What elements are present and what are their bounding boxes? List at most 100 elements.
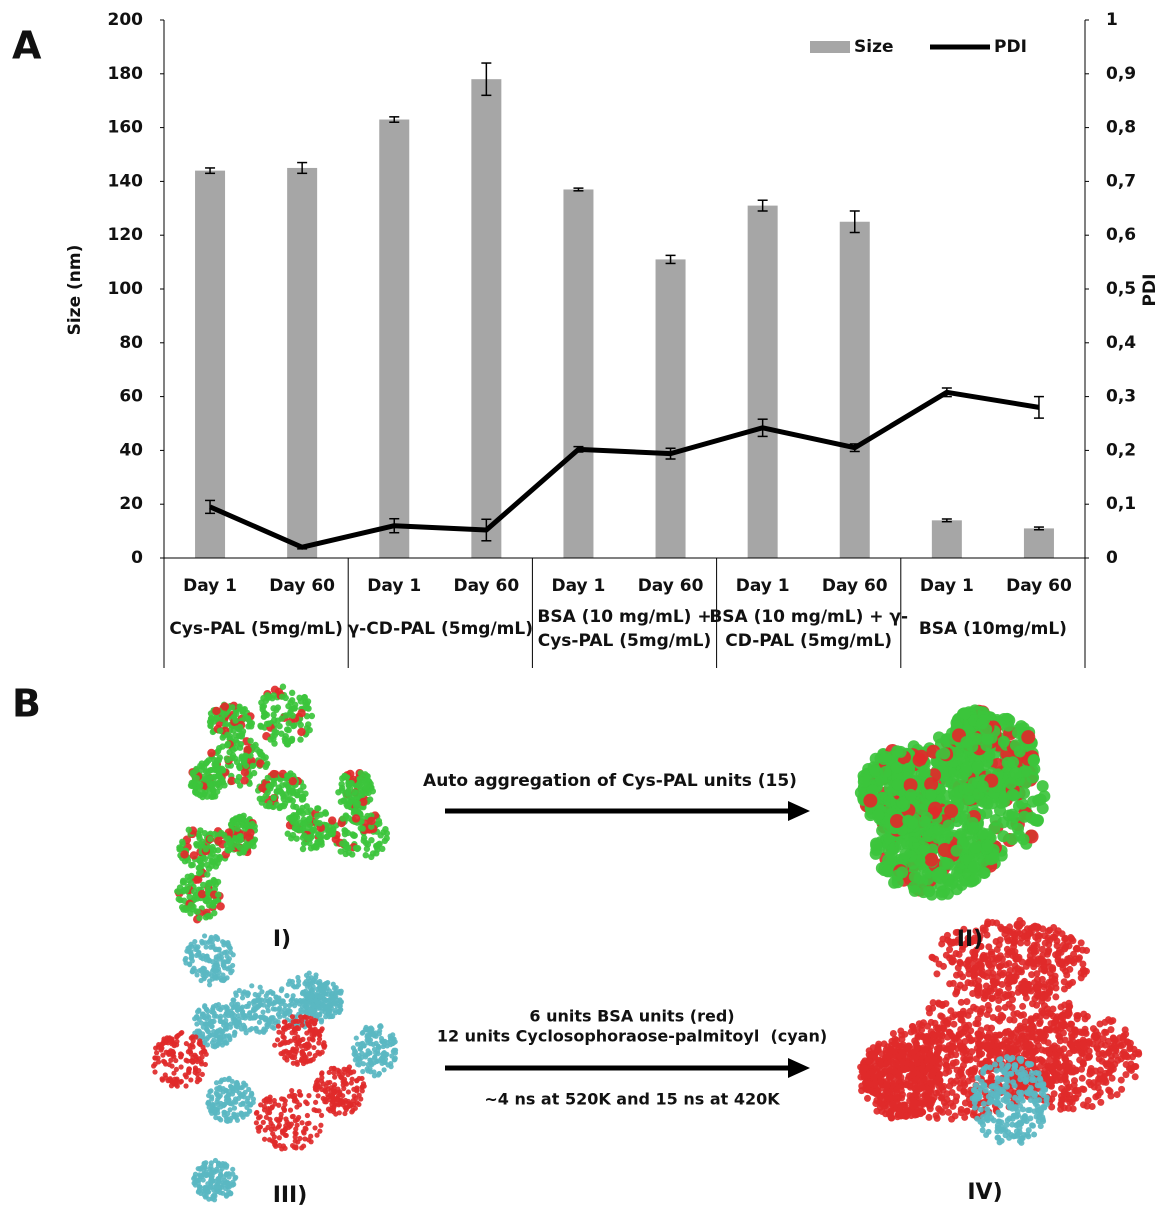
atom — [276, 723, 282, 729]
atom — [164, 1050, 169, 1055]
atom — [355, 1056, 360, 1061]
atom — [256, 1004, 261, 1009]
atom — [946, 980, 953, 987]
atom — [258, 1114, 263, 1119]
atom — [1019, 920, 1026, 927]
atom — [213, 1158, 218, 1163]
atom — [216, 902, 224, 910]
atom — [306, 1121, 311, 1126]
atom — [933, 1112, 940, 1119]
atom — [280, 1130, 285, 1135]
atom — [925, 1114, 932, 1121]
atom — [167, 1062, 172, 1067]
atom — [153, 1045, 158, 1050]
atom — [363, 785, 369, 791]
atom — [237, 833, 243, 839]
atom — [207, 749, 215, 757]
atom — [1020, 777, 1032, 789]
atom — [209, 1176, 214, 1181]
atom — [890, 814, 904, 828]
atom — [333, 990, 338, 995]
atom — [218, 1177, 223, 1182]
atom — [328, 816, 336, 824]
atom — [346, 1089, 351, 1094]
atom — [997, 936, 1004, 943]
atom — [269, 1127, 274, 1132]
atom — [346, 1099, 351, 1104]
atom — [338, 799, 344, 805]
atom — [233, 1096, 238, 1101]
atom — [925, 789, 937, 801]
atom — [198, 1191, 203, 1196]
atom — [193, 1172, 198, 1177]
atom — [210, 939, 215, 944]
atom — [267, 736, 273, 742]
atom — [283, 1039, 288, 1044]
atom — [205, 1035, 210, 1040]
atom — [907, 817, 919, 829]
atom — [319, 1079, 324, 1084]
atom — [297, 736, 303, 742]
atom — [241, 768, 249, 776]
atom — [305, 1113, 310, 1118]
atom — [290, 1114, 295, 1119]
atom — [938, 843, 952, 857]
atom — [949, 1089, 956, 1096]
atom — [909, 871, 921, 883]
atom — [342, 846, 348, 852]
atom — [176, 844, 182, 850]
atom — [363, 840, 369, 846]
atom — [214, 1189, 219, 1194]
atom — [967, 822, 979, 834]
atom — [288, 1108, 293, 1113]
panel-label: B — [12, 682, 41, 726]
atom — [858, 776, 870, 788]
atom — [897, 1027, 904, 1034]
atom — [218, 1104, 223, 1109]
atom — [328, 831, 334, 837]
atom — [977, 780, 989, 792]
atom — [293, 1131, 298, 1136]
atom — [234, 826, 240, 832]
atom — [360, 1088, 365, 1093]
atom — [368, 1061, 373, 1066]
atom — [373, 850, 379, 856]
atom — [1073, 945, 1080, 952]
atom — [331, 1109, 336, 1114]
atom — [196, 951, 201, 956]
atom — [1031, 814, 1043, 826]
atom — [318, 833, 324, 839]
atom — [209, 1097, 214, 1102]
atom — [1005, 778, 1017, 790]
panel-label: A — [12, 24, 42, 68]
atom — [980, 724, 992, 736]
atom — [283, 695, 289, 701]
atom — [377, 1031, 382, 1036]
atom — [291, 1019, 296, 1024]
atom — [224, 1011, 229, 1016]
atom — [300, 1037, 305, 1042]
atom — [312, 1125, 317, 1130]
atom — [254, 1120, 259, 1125]
atom — [262, 1137, 267, 1142]
atom — [213, 962, 218, 967]
atom — [184, 1074, 189, 1079]
atom — [1038, 790, 1050, 802]
atom — [972, 760, 984, 772]
atom — [266, 803, 272, 809]
atom — [985, 943, 992, 950]
atom — [199, 939, 204, 944]
atom — [310, 826, 316, 832]
atom — [257, 751, 263, 757]
atom — [218, 976, 223, 981]
atom — [948, 1116, 955, 1123]
atom — [957, 837, 969, 849]
atom — [381, 1054, 386, 1059]
atom — [214, 767, 220, 773]
atom — [317, 1084, 322, 1089]
atom — [213, 854, 219, 860]
atom — [1035, 932, 1042, 939]
atom — [996, 969, 1003, 976]
atom — [1014, 965, 1021, 972]
atom — [931, 868, 943, 880]
